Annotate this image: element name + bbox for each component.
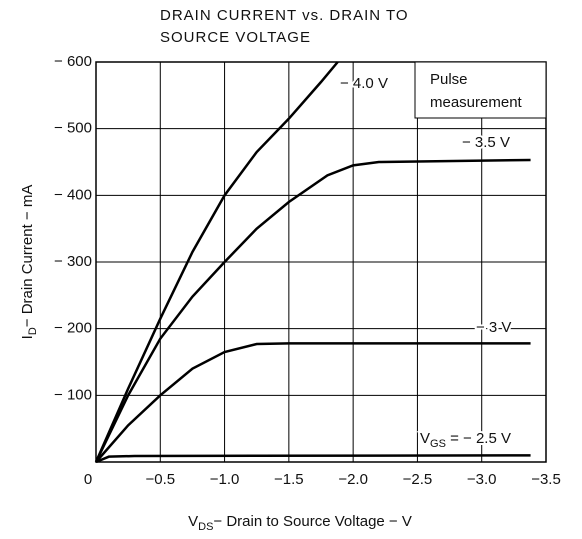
y-tick-label: − 200: [54, 320, 92, 337]
x-tick-label: 0: [84, 471, 92, 488]
annotation: measurement: [430, 94, 523, 111]
x-tick-label: −3.0: [467, 471, 497, 488]
curve: [94, 158, 531, 463]
series-label: − 3 V: [476, 319, 511, 336]
series-label: − 4.0 V: [340, 75, 388, 92]
x-tick-label: −2.5: [403, 471, 433, 488]
y-label-sub: D: [27, 327, 39, 335]
annotation-box: [414, 61, 547, 119]
y-tick-label: − 600: [54, 53, 92, 70]
x-tick-label: −0.5: [145, 471, 175, 488]
series-label-main: V: [420, 430, 430, 447]
y-tick-label: − 500: [54, 120, 92, 137]
y-tick-label: − 300: [54, 253, 92, 270]
annotation: Pulse: [430, 71, 468, 88]
y-tick-label: − 400: [54, 186, 92, 203]
x-label-main: V: [188, 513, 198, 530]
x-label-sub: DS: [198, 521, 213, 533]
curve: [95, 454, 531, 464]
series-label-rest: = − 2.5 V: [446, 430, 511, 447]
curve: [95, 342, 531, 463]
x-tick-label: −1.0: [210, 471, 240, 488]
x-label-rest: − Drain to Source Voltage − V: [213, 513, 411, 530]
y-label-rest: − Drain Current − mA: [19, 185, 36, 328]
y-label-main: I: [19, 335, 36, 339]
x-tick-label: −3.5: [531, 471, 561, 488]
x-tick-label: −1.5: [274, 471, 304, 488]
x-tick-label: −2.0: [338, 471, 368, 488]
series-label: − 3.5 V: [462, 134, 510, 151]
chart-title: SOURCE VOLTAGE: [160, 29, 311, 46]
curve: [94, 61, 339, 463]
chart-title: DRAIN CURRENT vs. DRAIN TO: [160, 7, 409, 24]
series-label: VGS = − 2.5 V: [420, 430, 511, 450]
y-tick-label: − 100: [54, 386, 92, 403]
y-axis-label: ID− Drain Current − mA: [19, 185, 39, 340]
series-label-sub: GS: [430, 438, 446, 450]
x-axis-label: VDS− Drain to Source Voltage − V: [188, 513, 412, 533]
